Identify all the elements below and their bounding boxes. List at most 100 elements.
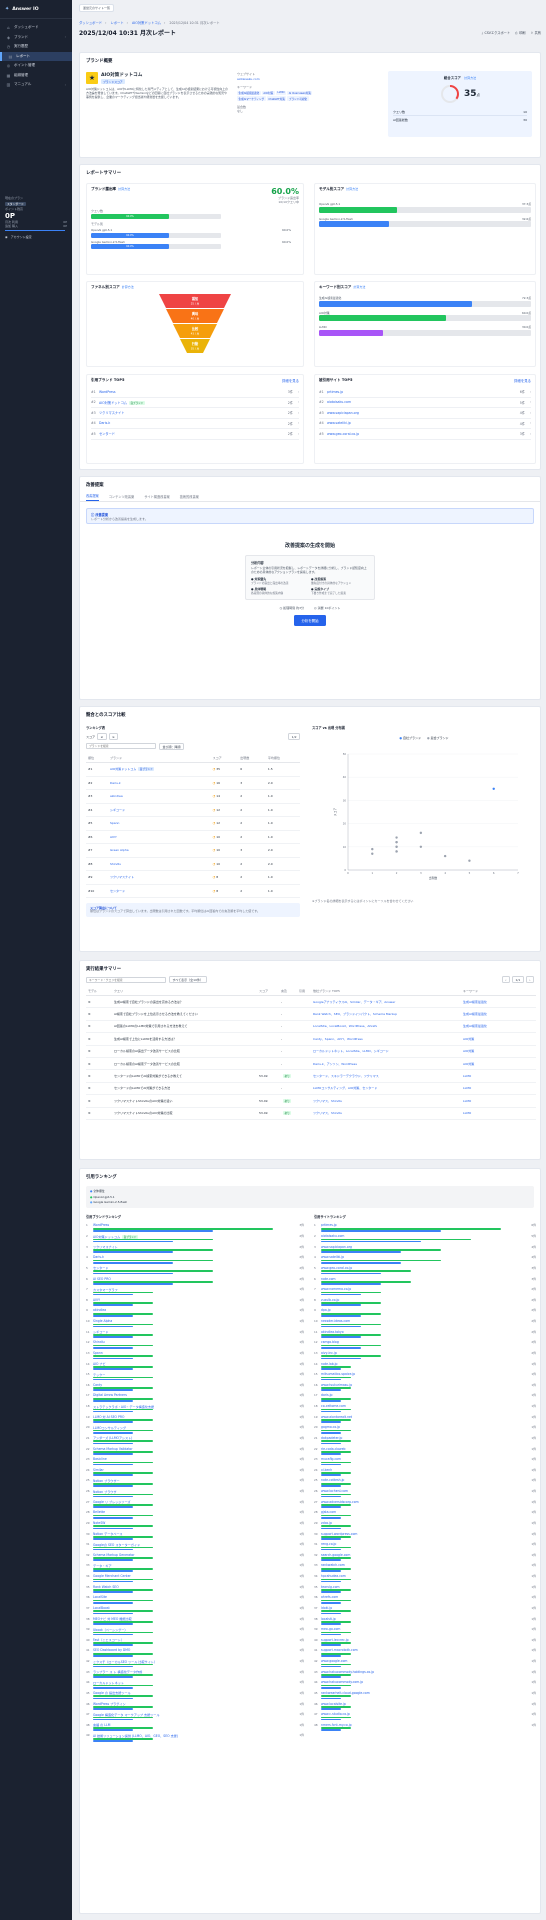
ranking-row[interactable]: 17 Digital Arrow Partners 1件 <box>86 1392 304 1403</box>
ranking-row[interactable]: 10 Single Alpha 1件 <box>86 1318 304 1329</box>
breadcrumb-item[interactable]: ダッシュボード <box>79 21 103 25</box>
ranking-row[interactable]: 49 AI 技術ソリューション提供 (LLMO、AIO、GEO、SEO 支援) 1件 <box>86 1732 304 1743</box>
brand-search-input[interactable] <box>86 743 156 749</box>
ranking-row[interactable]: 15 テックー 1件 <box>86 1371 304 1382</box>
top5-row[interactable]: #1 WordPress 3件 › <box>91 387 299 398</box>
table-row[interactable]: #1 AIO対策ドットコム 自ブランド ◔ 35 6 1.5 <box>86 762 300 777</box>
ranking-row[interactable]: 44 www.hakucommody.com.jp 1件 <box>314 1679 536 1690</box>
sidebar-item-1[interactable]: ◈ ブランド › <box>0 33 72 43</box>
help-link[interactable]: 計算方法 <box>346 187 359 191</box>
improvement-tab[interactable]: サイト構造改善案 <box>144 495 170 499</box>
ranking-row[interactable]: 11 シギコード 1件 <box>86 1328 304 1339</box>
ranking-row[interactable]: 3 www.sapiciapan.org 4件 <box>314 1243 536 1254</box>
ranking-row[interactable]: 45 rankwearheit.cloud.google.com 1件 <box>314 1690 536 1701</box>
ranking-row[interactable]: 32 search.google.com 1件 <box>314 1551 536 1562</box>
site-switcher[interactable]: 運営元のサイト一覧 <box>79 4 115 12</box>
top5-row[interactable]: #5 センタード 2件 › <box>91 429 299 440</box>
ranking-row[interactable]: 29 NoteSW 1件 <box>86 1520 304 1531</box>
table-row[interactable]: #10 センタード ◔ 8 2 1.0 <box>86 884 300 898</box>
ranking-row[interactable]: 38 MEOナビ 対 MEO 機能比較 1件 <box>86 1615 304 1626</box>
ranking-row[interactable]: 42 www.google.com 1件 <box>314 1658 536 1669</box>
ranking-row[interactable]: 34 Google Merchant Center 1件 <box>86 1573 304 1584</box>
more-link[interactable]: 詳細を見る <box>282 379 299 383</box>
ranking-row[interactable]: 36 LocalSite 1件 <box>86 1594 304 1605</box>
filter-select[interactable]: すべて表示（全10件） <box>169 976 207 983</box>
scatter-point[interactable] <box>371 852 374 855</box>
ranking-row[interactable]: 21 dakpadeter.jp 1件 <box>314 1435 536 1446</box>
top5-row[interactable]: #5 www.geo-coral.co.jp 3件 › <box>319 429 531 440</box>
scatter-point[interactable] <box>371 847 374 851</box>
table-row[interactable]: ⊛ センタードのLLMOでAI対策ができる方法 - LLMOコンサルティング、AIO対… <box>86 1082 536 1096</box>
table-row[interactable]: #3 akindlea ◔ 14 2 1.0 <box>86 789 300 804</box>
scatter-point[interactable] <box>492 787 495 790</box>
ranking-row[interactable]: 1 prtimes.jp 6件 <box>314 1222 536 1233</box>
scatter-point[interactable] <box>443 854 447 858</box>
ranking-row[interactable]: 46 WordPress プラグイン 1件 <box>86 1700 304 1711</box>
ranking-row[interactable]: 35 Rank Watch SEO 1件 <box>86 1583 304 1594</box>
top5-row[interactable]: #2 AIO対策ドットコム 自ブランド 2件 › <box>91 398 299 408</box>
query-search-input[interactable] <box>86 976 166 983</box>
ranking-row[interactable]: 5 センタード 2件 <box>86 1265 304 1276</box>
ranking-row[interactable]: 19 LLMO 対 AI SEO PRO 1件 <box>86 1413 304 1424</box>
table-row[interactable]: ⊛ ローカル検索のAI露出データ改善サービスの比較 - ローカルドットネット、Loca… <box>86 1045 536 1058</box>
table-row[interactable]: #7 Green Alpha ◔ 10 3 2.0 <box>86 843 300 858</box>
ranking-row[interactable]: 46 www.localsite.jp 1件 <box>314 1700 536 1711</box>
table-row[interactable]: ⊛ ローカル検索のAI検索データ改善サービスの比較 - Daris-k、アンソン、Wo… <box>86 1057 536 1071</box>
ranking-row[interactable]: 15 mitsumatico-spaice.jp 1件 <box>314 1371 536 1382</box>
breadcrumb-item[interactable]: レポート <box>110 21 124 25</box>
ranking-row[interactable]: 34 hpcahudea.com 1件 <box>314 1573 536 1584</box>
scatter-point[interactable] <box>395 836 398 839</box>
improvement-tab[interactable]: 技術的改善案 <box>179 495 199 499</box>
ranking-row[interactable]: 48 言語 の LLM 1件 <box>86 1721 304 1732</box>
ranking-row[interactable]: 27 Google リ ブレッジソーズ 1件 <box>86 1498 304 1509</box>
scatter-point[interactable] <box>419 845 423 848</box>
ranking-row[interactable]: 36 ahrefs.com 1件 <box>314 1594 536 1605</box>
ranking-row[interactable]: 2 AIO対策ドットコム 自ブランド 2件 <box>86 1233 304 1244</box>
ranking-row[interactable]: 26 www.lochenl.com 1件 <box>314 1488 536 1499</box>
ranking-row[interactable]: 43 www.hakucommody.holdings.co.jp 1件 <box>314 1668 536 1679</box>
ranking-row[interactable]: 42 ミクスチ（ローカルSEO ツール 比較サイト） 1件 <box>86 1658 304 1669</box>
ranking-row[interactable]: 31 Googleの SEO スターターガイド 1件 <box>86 1541 304 1552</box>
ranking-row[interactable]: 31 reng.co.jp 1件 <box>314 1541 536 1552</box>
ranking-row[interactable]: 26 Notion ブラウザ 1件 <box>86 1488 304 1499</box>
ranking-row[interactable]: 24 xi.kenh 1件 <box>314 1466 536 1477</box>
ranking-row[interactable]: 18 ストラテックラボ・AIO・データ構造化支援 1件 <box>86 1403 304 1414</box>
ranking-row[interactable]: 33 データ・ギア 1件 <box>86 1562 304 1573</box>
sidebar-item-6[interactable]: ▥ マニュアル › <box>0 80 72 90</box>
ranking-row[interactable]: 2 aiotaisaku.com 5件 <box>314 1233 536 1244</box>
scatter-point[interactable] <box>419 831 423 835</box>
table-row[interactable]: #9 ツクリマスナイト ◔ 8 2 1.0 <box>86 870 300 885</box>
ranking-row[interactable]: 47 www.c-studio.co.jp 1件 <box>314 1711 536 1722</box>
sidebar-item-5[interactable]: ▦ 組織管理 <box>0 71 72 81</box>
ranking-row[interactable]: 44 ローカルドットネット 1件 <box>86 1679 304 1690</box>
ranking-row[interactable]: 30 support.wordpress.com 1件 <box>314 1530 536 1541</box>
table-row[interactable]: #5 Spann ◔ 12 2 1.0 <box>86 816 300 831</box>
table-row[interactable]: ⊛ 生成AI検索で上位にLLMOを活用する方法は？ - Canty、Spann、AIV… <box>86 1032 536 1046</box>
ranking-row[interactable]: 20 gagmo.co.jp 1件 <box>314 1424 536 1435</box>
ranking-row[interactable]: 14 note.lab.jp 1件 <box>314 1360 536 1371</box>
table-row[interactable]: ⊛ AI回答のLLMOのLLMO対策で引用される方法を教えて - LocalSite、… <box>86 1020 536 1034</box>
more-link[interactable]: 詳細を見る <box>514 379 531 383</box>
ranking-row[interactable]: 17 daris.jp 1件 <box>314 1392 536 1403</box>
sort-select[interactable]: 並び順：降順 <box>159 743 185 750</box>
ranking-row[interactable]: 18 co-ceitome.com 1件 <box>314 1403 536 1414</box>
ranking-row[interactable]: 3 ツクリマスナイト 2件 <box>86 1243 304 1254</box>
ranking-row[interactable]: 40 support.leccrec.jp 1件 <box>314 1636 536 1647</box>
ranking-row[interactable]: 5 www.geo-coral.co.jp 3件 <box>314 1265 536 1276</box>
website-link[interactable]: aiotaisaku.com <box>237 77 260 81</box>
score-help-link[interactable]: 計算方法 <box>464 76 477 80</box>
ranking-row[interactable]: 11 akindlea.tokyo 2件 <box>314 1328 536 1339</box>
ranking-row[interactable]: 13 aivy-inc.jp 2件 <box>314 1350 536 1361</box>
start-analysis-button[interactable]: 分析を開始 <box>293 615 327 626</box>
ranking-row[interactable]: 23 Basicline 1件 <box>86 1456 304 1467</box>
table-row[interactable]: #8 Shindlu ◔ 10 2 2.0 <box>86 857 300 871</box>
ranking-row[interactable]: 38 localsit.jp 1件 <box>314 1615 536 1626</box>
ranking-row[interactable]: 32 Schema Markup Generator 1件 <box>86 1551 304 1562</box>
prev-page-button[interactable]: ‹ <box>501 976 510 983</box>
ranking-row[interactable]: 22 Schema Markup Validator 1件 <box>86 1445 304 1456</box>
ranking-row[interactable]: 39 Ubook（ベーシングー） 1件 <box>86 1626 304 1637</box>
share-button[interactable]: ⇪ 共有 <box>530 30 541 36</box>
ranking-row[interactable]: 24 Similar 1件 <box>86 1466 304 1477</box>
top5-row[interactable]: #1 prtimes.jp 6件 › <box>319 387 531 398</box>
app-logo[interactable]: ✦ Answer IO <box>0 0 72 19</box>
